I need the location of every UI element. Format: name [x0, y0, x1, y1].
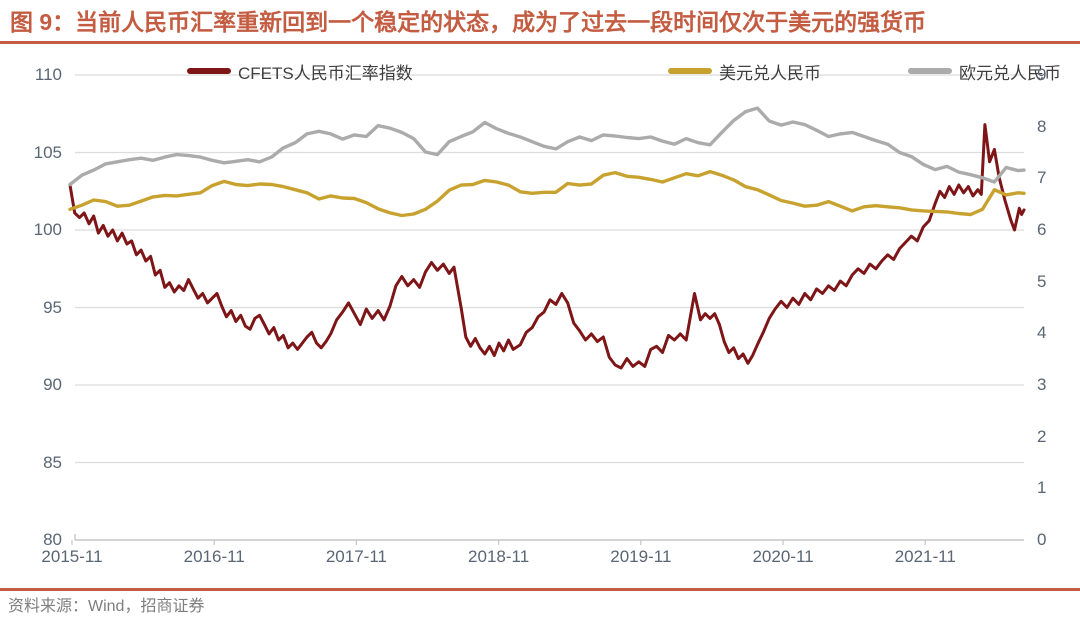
right-axis-label: 3: [1037, 375, 1047, 394]
x-axis-label: 2015-11: [41, 547, 103, 566]
x-axis-label: 2019-11: [610, 547, 672, 566]
x-axis-label: 2021-11: [894, 547, 956, 566]
legend-item-1: 美元兑人民币: [668, 58, 821, 84]
chart-plot-area: [68, 74, 1026, 545]
x-axis-label: 2020-11: [752, 547, 814, 566]
legend-label: 欧元兑人民币: [959, 63, 1061, 83]
left-axis-label: 95: [43, 297, 62, 317]
figure-title: 图 9：当前人民币汇率重新回到一个稳定的状态，成为了过去一段时间仅次于美元的强货…: [10, 9, 927, 35]
right-axis-label: 9: [1037, 65, 1047, 84]
right-axis-label: 5: [1037, 271, 1047, 291]
right-axis-label: 1: [1037, 478, 1047, 498]
series-line-0: [68, 123, 1026, 370]
left-axis-label: 110: [34, 65, 62, 84]
left-axis-label: 85: [43, 452, 62, 472]
legend-swatch-icon: [908, 68, 952, 74]
left-axis-label: 100: [33, 220, 62, 239]
legend-item-0: CFETS人民币汇率指数: [187, 58, 413, 84]
source-note: 资料来源：Wind，招商证券: [8, 598, 205, 615]
title-divider: [0, 41, 1080, 44]
right-axis-label: 0: [1037, 530, 1047, 549]
left-axis-label: 105: [33, 142, 62, 162]
right-axis-label: 2: [1037, 426, 1047, 446]
x-axis-label: 2018-11: [468, 547, 530, 566]
x-axis-label: 2017-11: [325, 547, 387, 566]
right-axis-label: 7: [1037, 168, 1047, 188]
legend-swatch-icon: [187, 68, 231, 74]
bottom-divider: [0, 588, 1080, 591]
legend-label: CFETS人民币汇率指数: [238, 63, 413, 83]
right-axis-label: 6: [1037, 220, 1047, 239]
series-line-2: [68, 106, 1026, 187]
left-axis-label: 80: [43, 530, 62, 549]
legend-label: 美元兑人民币: [719, 63, 821, 83]
series-line-1: [68, 169, 1026, 218]
legend-swatch-icon: [668, 68, 712, 74]
left-axis-label: 90: [43, 375, 62, 394]
right-axis-label: 8: [1037, 116, 1047, 136]
x-axis-label: 2016-11: [183, 547, 245, 566]
legend-item-2: 欧元兑人民币: [908, 58, 1061, 84]
right-axis-label: 4: [1037, 323, 1047, 343]
